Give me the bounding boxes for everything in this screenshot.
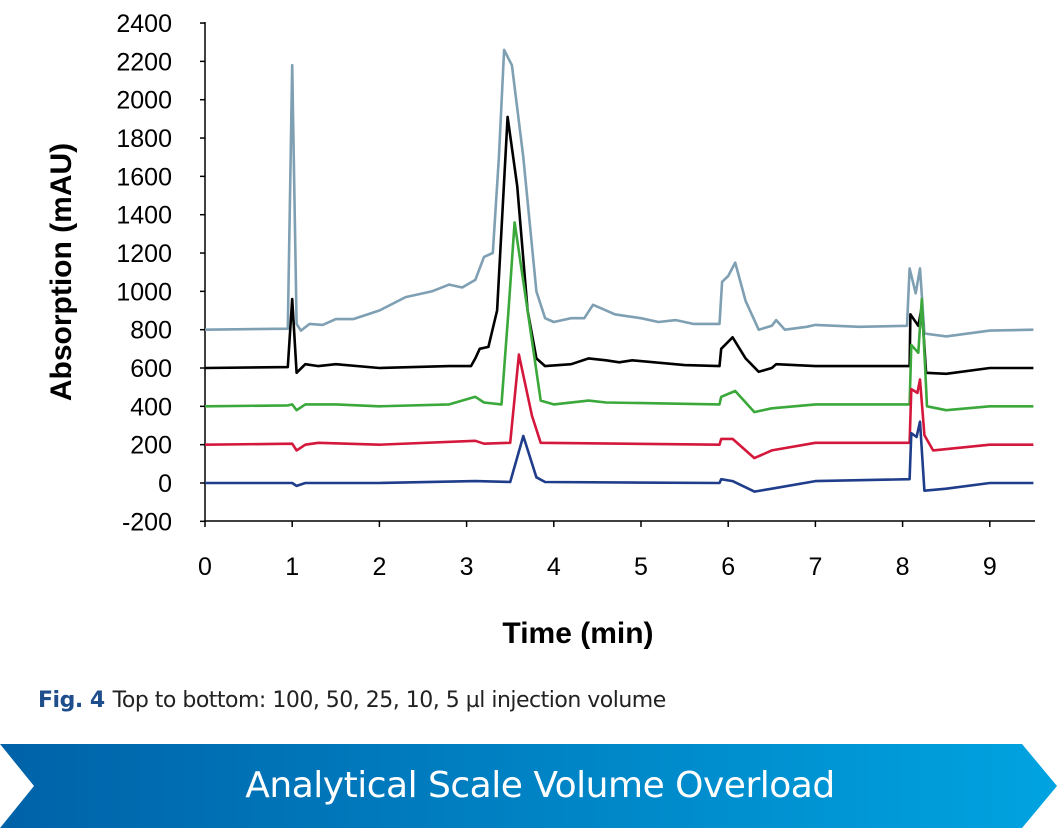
figure-number: Fig. 4 xyxy=(38,688,105,713)
x-tick-label: 5 xyxy=(634,553,648,581)
x-axis-label: Time (min) xyxy=(502,617,653,650)
y-tick-label: 0 xyxy=(158,470,172,498)
x-tick-label: 4 xyxy=(547,553,561,581)
banner-title: Analytical Scale Volume Overload xyxy=(245,765,835,806)
series-line-3 xyxy=(204,221,1034,414)
series-line-4 xyxy=(204,353,1034,460)
x-tick-label: 2 xyxy=(372,553,386,581)
x-tick-label: 9 xyxy=(983,553,997,581)
x-tick-label: 8 xyxy=(896,553,910,581)
series-line-5 xyxy=(205,420,1034,493)
x-tick-label: 0 xyxy=(198,553,212,581)
title-banner xyxy=(0,744,1057,828)
y-tick-label: 1200 xyxy=(116,240,172,268)
y-tick-label: 200 xyxy=(130,432,172,460)
figure-caption: Fig. 4 Top to bottom: 100, 50, 25, 10, 5 … xyxy=(38,688,666,713)
y-tick-label: 2200 xyxy=(116,48,172,76)
chromatogram-chart: -200 0 200 400 600 800 1000 1200 1400 1600 1800 200… xyxy=(45,10,1035,650)
x-tick-label: 3 xyxy=(460,553,474,581)
x-tick-label: 6 xyxy=(721,553,735,581)
y-tick-label: 2000 xyxy=(116,87,172,115)
y-tick-label: 1400 xyxy=(116,202,172,230)
x-tick-label: 7 xyxy=(808,553,822,581)
caption-text: Top to bottom: 100, 50, 25, 10, 5 µl inj… xyxy=(112,688,667,713)
y-tick-label: 2400 xyxy=(116,10,172,38)
x-tick-label: 1 xyxy=(285,553,299,581)
y-axis-label: Absorption (mAU) xyxy=(45,143,78,401)
y-tick-label: -200 xyxy=(122,508,172,536)
y-tick-label: 1600 xyxy=(116,163,172,191)
y-tick-label: 600 xyxy=(130,355,172,383)
y-tick-label: 1800 xyxy=(116,125,172,153)
y-tick-label: 800 xyxy=(130,317,172,345)
series-line-2 xyxy=(204,115,1034,376)
series-line-1 xyxy=(204,48,1034,338)
y-tick-label: 1000 xyxy=(116,278,172,306)
y-tick-label: 400 xyxy=(130,393,172,421)
